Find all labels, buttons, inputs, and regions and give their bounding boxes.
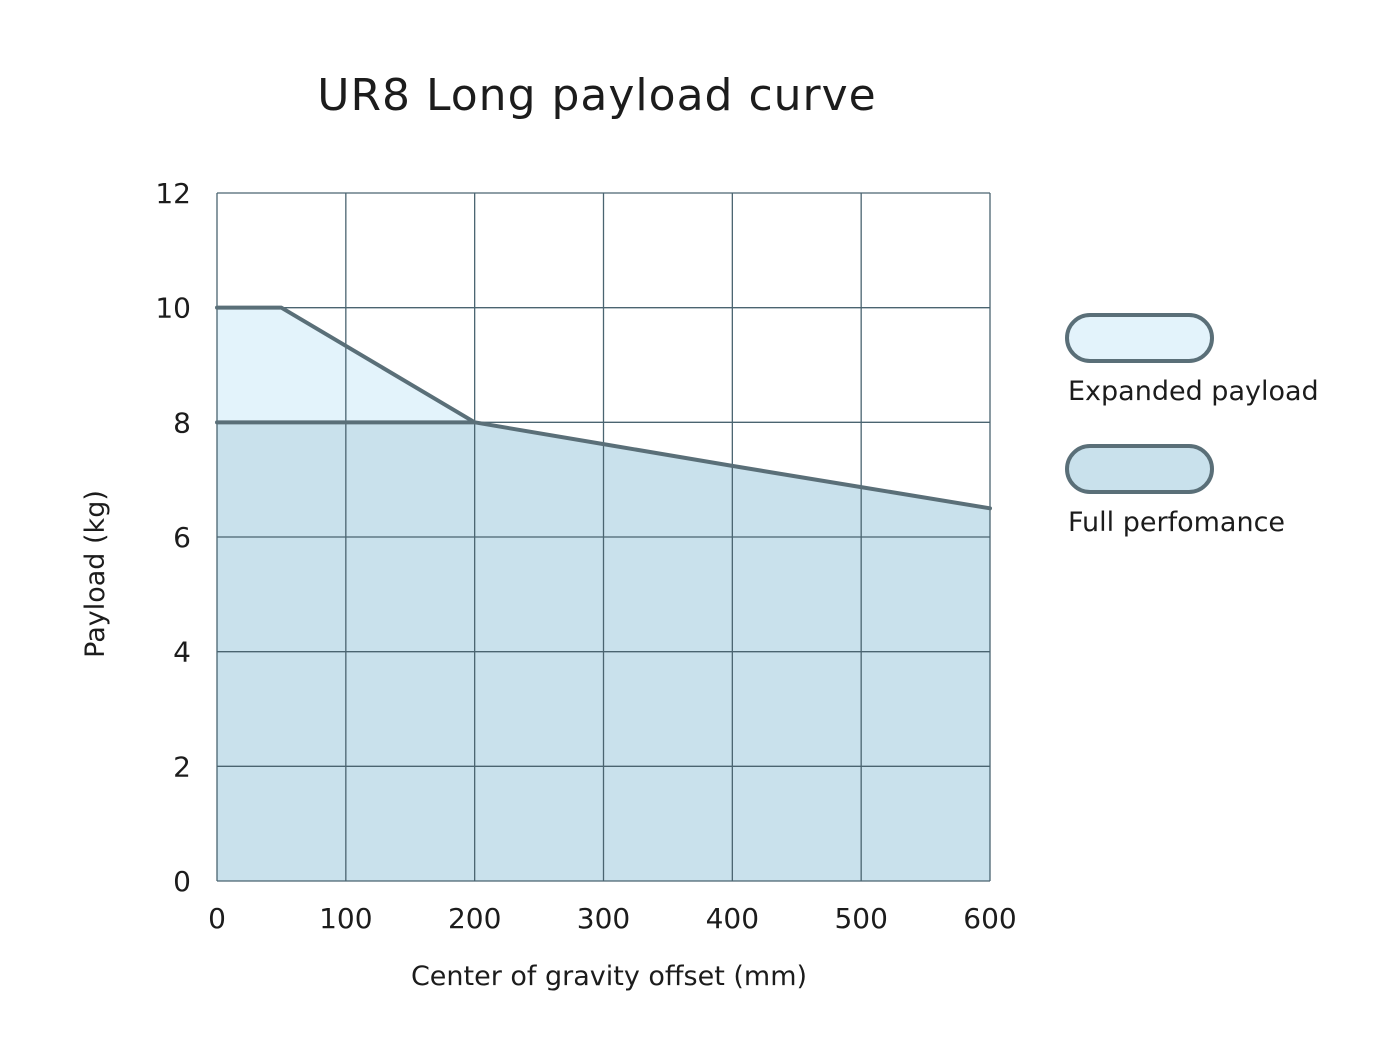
x-tick-label: 600	[963, 902, 1016, 935]
chart-title: UR8 Long payload curve	[317, 70, 876, 121]
grid-lines	[216, 192, 991, 882]
x-tick-label: 100	[319, 902, 372, 935]
legend-label: Expanded payload	[1068, 376, 1319, 407]
y-tick-label: 0	[173, 865, 191, 898]
x-tick-labels: 0 100 200 300 400 500 600	[208, 902, 1017, 935]
legend-swatch-full-performance	[1065, 444, 1214, 494]
y-tick-label: 10	[155, 292, 191, 325]
x-tick-label: 500	[834, 902, 887, 935]
x-tick-label: 300	[577, 902, 630, 935]
legend-label: Full perfomance	[1068, 507, 1285, 538]
series-line-full-performance	[215, 420, 992, 511]
x-axis-label: Center of gravity offset (mm)	[411, 961, 807, 992]
y-tick-labels: 0 2 4 6 8 10 12	[155, 177, 191, 898]
y-tick-label: 6	[173, 521, 191, 554]
legend-swatch-expanded-payload	[1065, 313, 1214, 363]
x-tick-label: 200	[448, 902, 501, 935]
legend: Expanded payload Full perfomance	[1065, 313, 1319, 538]
y-axis-label: Payload (kg)	[80, 490, 111, 658]
x-tick-label: 0	[208, 902, 226, 935]
x-tick-label: 400	[706, 902, 759, 935]
y-tick-label: 4	[173, 636, 191, 669]
series-lines	[215, 305, 992, 511]
y-tick-label: 12	[155, 177, 191, 210]
series-line-expanded-payload	[215, 305, 477, 425]
y-tick-label: 8	[173, 406, 191, 439]
y-tick-label: 2	[173, 750, 191, 783]
